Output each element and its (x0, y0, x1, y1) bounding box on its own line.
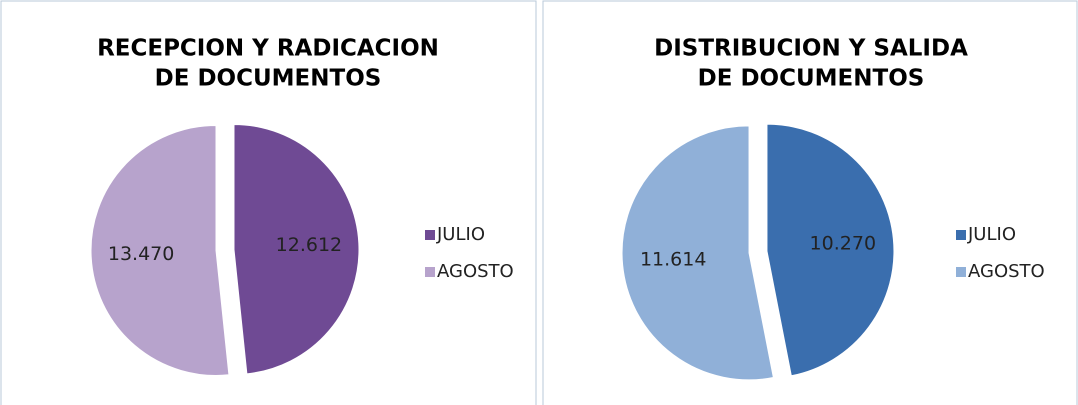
pie-slice (766, 123, 895, 377)
chart-title: RECEPCION Y RADICACION (97, 36, 439, 62)
data-label: 11.614 (640, 249, 706, 271)
legend-label: JULIO (436, 224, 485, 245)
legend-swatch (956, 267, 966, 277)
legend-label: AGOSTO (437, 261, 514, 282)
pie-slice (621, 125, 774, 381)
chart-title: DE DOCUMENTOS (698, 66, 925, 92)
legend-swatch (956, 230, 966, 240)
data-label: 13.470 (108, 243, 174, 265)
legend-label: JULIO (967, 224, 1016, 245)
legend-label: AGOSTO (968, 261, 1045, 282)
legend-swatch (425, 267, 435, 277)
pie-slice (90, 124, 230, 376)
chart-title: DISTRIBUCION Y SALIDA (654, 36, 968, 62)
pie-slice (233, 124, 360, 375)
data-label: 10.270 (810, 232, 876, 254)
legend-swatch (425, 230, 435, 240)
data-label: 12.612 (276, 234, 342, 256)
chart-title: DE DOCUMENTOS (155, 66, 382, 92)
